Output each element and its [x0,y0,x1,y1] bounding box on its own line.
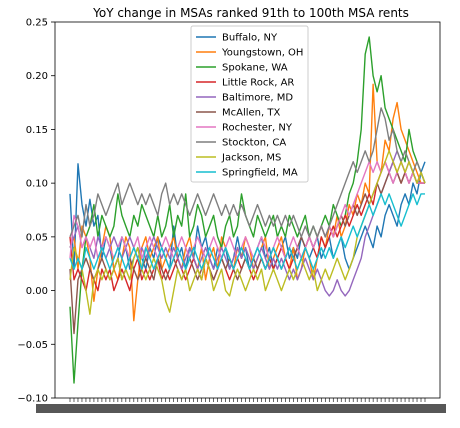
series-line [69,107,426,238]
legend-box [190,25,309,183]
series-line [69,150,426,297]
legend-label: Rochester, NY [222,123,293,134]
y-tick-label: 0.15 [26,125,48,136]
legend-label: McAllen, TX [222,108,280,119]
legend-label: Spokane, WA [222,63,288,74]
y-axis: −0.10 −0.05 0.00 0.05 0.10 0.15 0.20 0.25 [17,18,55,405]
legend-label: Springfield, MA [222,168,298,179]
series-line [69,161,426,270]
legend-label: Little Rock, AR [222,78,294,89]
x-axis [36,398,446,413]
x-tick-labels-overlap [36,404,446,413]
plot-frame [54,21,441,399]
chart-title: YoY change in MSAs ranked 91th to 100th … [92,6,409,20]
y-tick-label: 0.05 [26,232,48,243]
series-line [69,160,425,259]
y-tick-label: −0.10 [17,394,48,405]
legend-label: Youngstown, OH [221,48,303,59]
y-tick-label: 0.25 [26,18,48,29]
series-layer [69,36,426,384]
legend-label: Stockton, CA [222,138,286,149]
legend-label: Baltimore, MD [222,93,293,104]
y-tick-label: −0.05 [17,340,48,351]
y-tick-label: 0.10 [26,179,48,190]
y-tick-label: 0.00 [26,286,48,297]
y-tick-label: 0.20 [26,71,48,82]
series-line [69,193,425,270]
legend-label: Buffalo, NY [222,33,278,44]
legend: Buffalo, NY Youngstown, OH Spokane, WA Litt… [190,25,309,183]
legend-label: Jackson, MS [221,153,281,164]
